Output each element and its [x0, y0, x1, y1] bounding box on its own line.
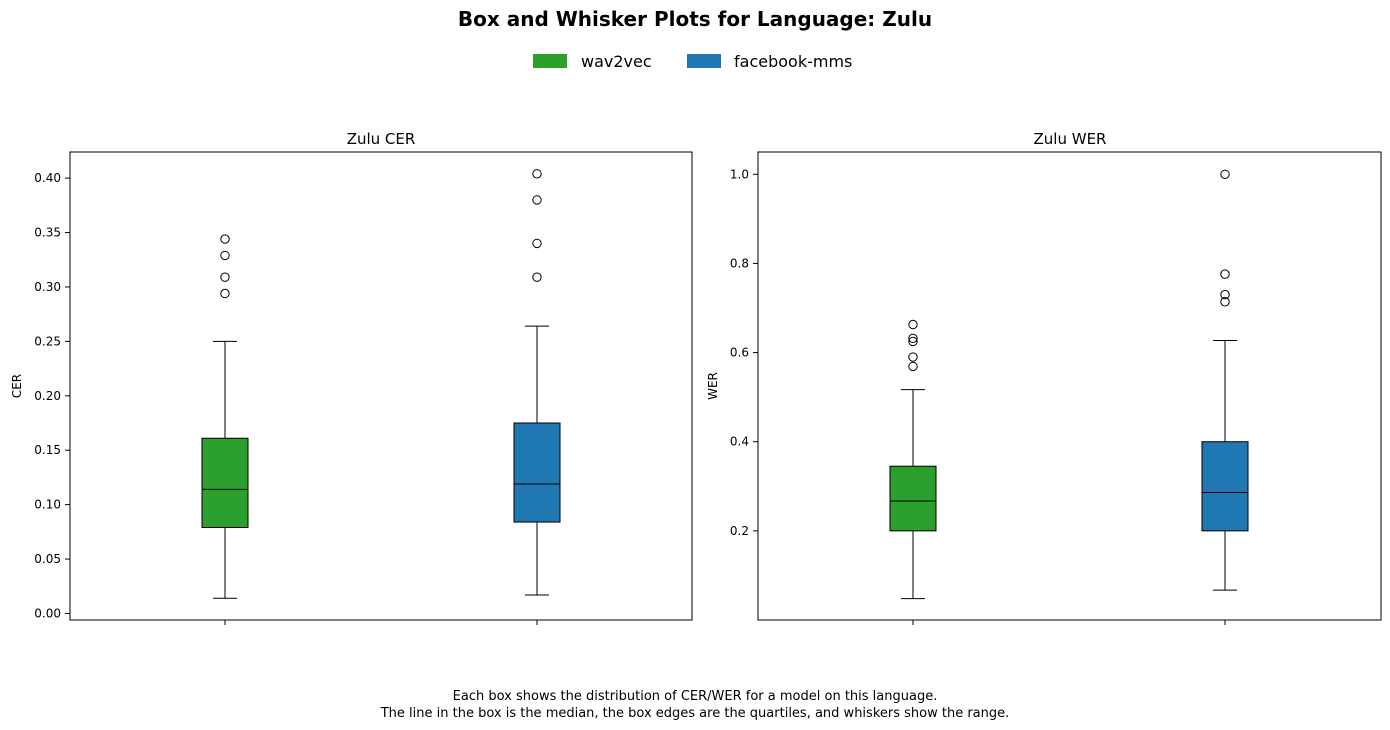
wer-y-tick-label: 1.0 — [730, 167, 749, 181]
cer-y-tick-label: 0.15 — [34, 443, 61, 457]
wer-y-tick-label: 0.2 — [730, 524, 749, 538]
cer-facebook-mms-outlier — [532, 195, 542, 205]
caption-line-1: Each box shows the distribution of CER/W… — [453, 689, 938, 704]
cer-facebook-mms-outlier — [532, 169, 542, 179]
wer-wav2vec-outlier — [908, 333, 918, 344]
cer-y-tick-label: 0.10 — [34, 498, 61, 512]
cer-y-tick-label: 0.20 — [34, 389, 61, 403]
wer-facebook-mms-outlier — [1220, 297, 1230, 307]
cer-y-tick-label: 0.00 — [34, 606, 61, 620]
wer-facebook-mms-box — [1201, 441, 1249, 532]
cer-y-tick-label: 0.30 — [34, 280, 61, 294]
cer-plot: Zulu CER CER 0.00 0.05 0.10 0.15 0.20 0.25 0.3… — [10, 130, 693, 625]
cer-facebook-mms-outlier — [532, 272, 542, 282]
wer-plot-frame — [757, 151, 1382, 621]
wer-y-axis-label: WER — [706, 372, 720, 400]
legend-swatch-wav2vec — [533, 54, 567, 68]
legend-swatch-facebook-mms — [687, 54, 721, 68]
wer-wav2vec-outlier — [908, 336, 918, 347]
wer-wav2vec-box — [889, 465, 937, 532]
wer-plot: Zulu WER WER 0.2 0.4 0.6 0.8 1.0 — [706, 130, 1382, 625]
figure-title: Box and Whisker Plots for Language: Zulu — [458, 7, 932, 31]
cer-plot-frame — [69, 151, 693, 621]
caption-line-2: The line in the box is the median, the b… — [380, 706, 1010, 721]
cer-y-tick-label: 0.25 — [34, 334, 61, 348]
wer-y-tick-label: 0.6 — [730, 346, 749, 360]
cer-wav2vec-outlier — [220, 234, 230, 244]
wer-plot-title: Zulu WER — [1034, 130, 1107, 148]
cer-y-axis-label: CER — [10, 374, 24, 398]
wer-wav2vec-outlier — [908, 361, 918, 372]
cer-y-tick-label: 0.40 — [34, 171, 61, 185]
cer-wav2vec-outlier — [220, 272, 230, 282]
cer-plot-title: Zulu CER — [347, 130, 416, 148]
cer-wav2vec-outlier — [220, 288, 230, 299]
wer-y-tick-label: 0.8 — [730, 256, 749, 270]
legend: wav2vec facebook-mms — [533, 52, 852, 71]
wer-wav2vec-outlier — [908, 319, 918, 330]
wer-facebook-mms-outlier — [1220, 289, 1230, 300]
cer-wav2vec-box — [201, 437, 249, 528]
legend-label-facebook-mms: facebook-mms — [734, 52, 852, 71]
cer-y-tick-label: 0.05 — [34, 552, 61, 566]
cer-facebook-mms-box — [513, 422, 561, 523]
cer-wav2vec-outlier — [220, 250, 230, 261]
cer-y-tick-label: 0.35 — [34, 226, 61, 240]
wer-wav2vec-outlier — [908, 352, 918, 362]
wer-facebook-mms-outlier — [1220, 169, 1230, 179]
cer-facebook-mms-outlier — [532, 238, 542, 249]
wer-y-tick-label: 0.4 — [730, 435, 749, 449]
legend-label-wav2vec: wav2vec — [581, 52, 652, 71]
wer-facebook-mms-outlier — [1220, 269, 1230, 279]
